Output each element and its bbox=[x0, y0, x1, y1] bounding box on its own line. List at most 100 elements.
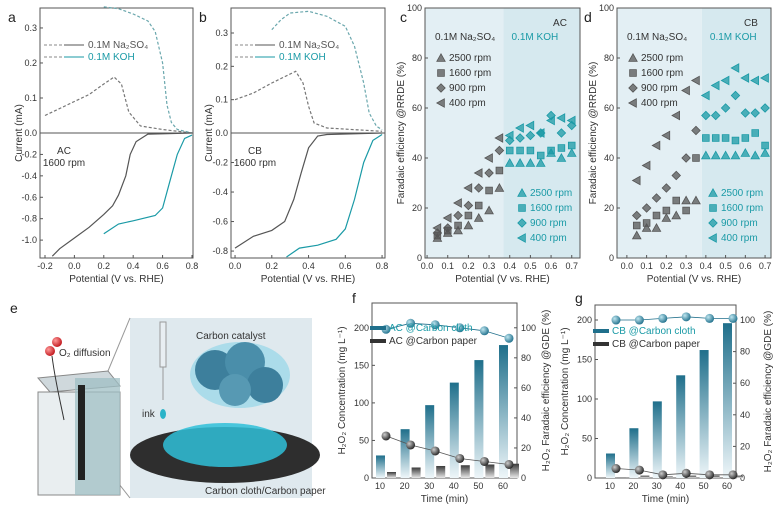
marker-triangle-left bbox=[473, 168, 483, 178]
marker-square bbox=[547, 146, 555, 155]
x-tick-label: 0.2 bbox=[98, 261, 111, 271]
fe-point-carbon-cloth bbox=[728, 313, 738, 323]
marker-triangle-up bbox=[691, 195, 701, 205]
y-tick-label: 80 bbox=[604, 53, 614, 63]
marker-diamond bbox=[750, 108, 760, 118]
marker-diamond bbox=[453, 210, 463, 221]
y-axis-label-right: H₂O₂ Faradaic efficiency @GDE (%) bbox=[763, 311, 774, 473]
x-tick-label: 50 bbox=[473, 481, 483, 491]
y-tick-label: 0.0 bbox=[215, 128, 228, 138]
y-tick-label: 80 bbox=[412, 53, 422, 63]
fe-point-carbon-paper bbox=[430, 446, 440, 456]
marker-triangle-left bbox=[730, 63, 740, 73]
marker-triangle-left bbox=[671, 110, 680, 121]
ink-drop bbox=[160, 409, 166, 419]
marker-square bbox=[709, 204, 717, 212]
plot-frame bbox=[616, 7, 772, 259]
marker-diamond bbox=[641, 203, 652, 213]
o2-molecule-icon bbox=[52, 337, 62, 347]
fe-point-carbon-paper bbox=[406, 440, 416, 450]
marker-diamond bbox=[740, 108, 751, 118]
pipette-icon bbox=[159, 321, 167, 368]
fe-point-carbon-paper bbox=[681, 468, 691, 478]
panel-label-b: b bbox=[199, 9, 207, 25]
marker-diamond bbox=[681, 153, 691, 163]
x-tick-label: 0.0 bbox=[621, 261, 634, 271]
marker-triangle-left bbox=[525, 120, 535, 131]
marker-square bbox=[751, 129, 759, 137]
x-tick-label: 0.4 bbox=[127, 261, 140, 271]
substrate-label: Carbon cloth/Carbon paper bbox=[205, 486, 326, 497]
y-tick-label: 200 bbox=[577, 315, 592, 325]
y-tick-label: 0.2 bbox=[24, 58, 37, 68]
chart-panel-b: 0.0 0.2 0.4 0.6 0.8 0.1 0.2 0.3 0.0 -0.2 -0.4 -0.6 -… bbox=[199, 7, 388, 285]
electrolyte-label-koh: 0.1M KOH bbox=[512, 32, 559, 43]
marker-triangle-up bbox=[535, 157, 546, 167]
y-tick-label: 20 bbox=[521, 443, 531, 453]
y-tick-label: 100 bbox=[599, 3, 614, 13]
y-tick-label: 0.1 bbox=[24, 93, 37, 103]
marker-diamond bbox=[671, 170, 681, 181]
marker-triangle-up bbox=[760, 147, 770, 157]
y-tick-label: -0.2 bbox=[21, 149, 37, 159]
y-tick-label: 80 bbox=[740, 347, 750, 357]
marker-triangle-left bbox=[453, 198, 462, 208]
bar-carbon-paper bbox=[460, 465, 470, 478]
y-tick-label: 60 bbox=[412, 103, 422, 113]
marker-triangle-left bbox=[631, 175, 641, 186]
marker-triangle-left bbox=[651, 140, 661, 151]
y-tick-label: -0.4 bbox=[212, 187, 228, 197]
marker-triangle-up bbox=[494, 182, 505, 192]
fe-point-carbon-cloth bbox=[430, 320, 440, 330]
marker-square bbox=[454, 221, 462, 230]
y-tick-label: 0.3 bbox=[215, 28, 228, 38]
bar-carbon-cloth bbox=[499, 345, 508, 478]
y-tick-label: 0.0 bbox=[24, 128, 37, 138]
y-tick-label: 80 bbox=[521, 353, 531, 363]
marker-square bbox=[682, 206, 690, 215]
fe-point-carbon-cloth bbox=[681, 312, 691, 322]
x-tick-label: 0.7 bbox=[759, 261, 772, 271]
panel-label-g: g bbox=[575, 290, 583, 306]
x-tick-label: 0.6 bbox=[739, 261, 752, 271]
marker-triangle-up bbox=[566, 147, 577, 157]
legend-label: AC @Carbon paper bbox=[389, 336, 478, 347]
x-axis-label: Potential (V vs. RHE) bbox=[647, 274, 741, 285]
x-tick-label: 60 bbox=[498, 481, 508, 491]
legend-swatch bbox=[370, 326, 386, 330]
marker-diamond bbox=[436, 83, 446, 93]
marker-diamond bbox=[628, 83, 638, 93]
marker-triangle-left bbox=[556, 113, 566, 123]
marker-triangle-up bbox=[631, 230, 642, 240]
fe-point-carbon-paper bbox=[479, 456, 489, 466]
electrolyte-label-koh: 0.1M KOH bbox=[710, 32, 757, 43]
y-tick-label: 0 bbox=[521, 473, 526, 483]
fe-point-carbon-cloth bbox=[611, 315, 621, 325]
bar-carbon-paper bbox=[617, 477, 626, 478]
marker-triangle-up bbox=[515, 157, 525, 167]
marker-square bbox=[632, 221, 641, 230]
x-tick-label: 0.1 bbox=[441, 261, 454, 271]
fe-point-carbon-cloth bbox=[634, 315, 644, 325]
catalyst-layer bbox=[78, 385, 85, 480]
bar-carbon-cloth bbox=[425, 405, 435, 478]
marker-triangle-up bbox=[700, 150, 711, 160]
y-tick-label: 50 bbox=[582, 434, 592, 444]
x-tick-label: 0.0 bbox=[68, 261, 81, 271]
marker-triangle-up bbox=[628, 52, 638, 62]
y-tick-label: -0.8 bbox=[21, 214, 37, 224]
fe-point-carbon-cloth bbox=[504, 333, 514, 343]
marker-square bbox=[474, 201, 483, 210]
bar-carbon-cloth bbox=[629, 428, 639, 478]
y-tick-label: 50 bbox=[359, 435, 369, 445]
marker-diamond bbox=[661, 183, 672, 193]
marker-square bbox=[464, 211, 473, 220]
marker-diamond bbox=[651, 193, 662, 203]
marker-diamond bbox=[631, 210, 642, 221]
x-axis-label: Time (min) bbox=[421, 494, 468, 505]
bar-carbon-paper bbox=[436, 465, 446, 478]
panel-label-e: e bbox=[10, 300, 18, 316]
x-tick-label: 0.0 bbox=[421, 261, 434, 271]
y-tick-label: -0.6 bbox=[21, 192, 37, 202]
bar-carbon-paper bbox=[687, 475, 697, 478]
